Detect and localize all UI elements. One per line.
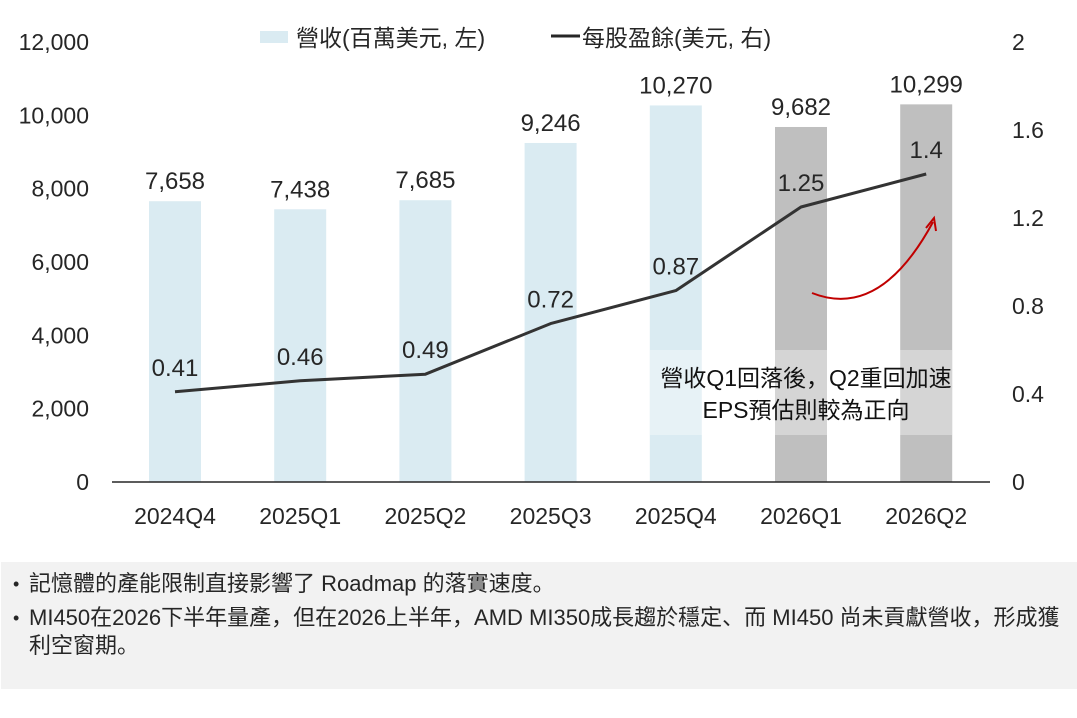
eps-data-label: 0.41: [152, 355, 199, 382]
revenue-bar: [149, 201, 201, 482]
revenue-bar: [524, 142, 577, 483]
x-axis-category-label: 2026Q1: [760, 503, 842, 529]
legend-line-label: 每股盈餘(美元, 右): [582, 25, 771, 51]
revenue-data-label: 10,299: [889, 71, 962, 98]
legend-bar-swatch: [260, 31, 288, 43]
annotation-box: 營收Q1回落後，Q2重回加速 EPS預估則較為正向: [650, 350, 952, 435]
revenue-data-label: 9,682: [771, 94, 831, 121]
right-tick-label: 0.8: [1012, 293, 1044, 319]
revenue-bar: [399, 200, 452, 482]
eps-data-label: 0.87: [652, 254, 699, 281]
note-text: 記憶體的產能限制直接影響了 Roadmap 的落實速度。: [29, 571, 555, 596]
right-tick-label: 0.4: [1012, 381, 1044, 407]
revenue-bar: [900, 104, 953, 483]
eps-data-label: 0.49: [402, 337, 449, 364]
annotation-line-2: EPS預估則較為正向: [702, 397, 909, 423]
x-axis-category-label: 2025Q2: [384, 503, 466, 529]
x-axis-category-label: 2025Q4: [635, 503, 717, 529]
annotation-line-1: 營收Q1回落後，Q2重回加速: [660, 365, 951, 391]
revenue-data-label: 7,685: [395, 167, 455, 194]
note-item: • MI450在2026下半年量產，但在2026上半年，AMD MI350成長趨…: [13, 604, 1077, 660]
left-tick-label: 0: [76, 469, 89, 495]
red-curved-arrow-icon: [811, 215, 937, 300]
eps-data-label: 0.72: [527, 287, 574, 314]
right-axis: 0 0.4 0.8 1.2 1.6 2: [1012, 29, 1044, 495]
right-tick-label: 1.6: [1012, 117, 1044, 143]
arrow-curve: [811, 221, 934, 300]
left-tick-label: 10,000: [19, 102, 89, 128]
x-axis-labels: 2024Q4 2025Q1 2025Q2 2025Q3 2025Q4 2026Q1 2026…: [134, 503, 967, 529]
left-tick-label: 8,000: [31, 176, 89, 202]
x-axis-category-label: 2025Q3: [510, 503, 592, 529]
eps-line-path: [174, 172, 927, 394]
eps-data-label: 0.46: [277, 344, 324, 371]
revenue-data-label: 7,658: [145, 168, 205, 195]
eps-data-labels: 0.41 0.46 0.49 0.72 0.87 1.25 1.4: [152, 137, 943, 382]
revenue-data-labels: 7,658 7,438 7,685 9,246 10,270 9,682 10,299: [145, 71, 963, 203]
revenue-bar: [775, 126, 827, 482]
revenue-data-label: 9,246: [521, 110, 581, 137]
eps-data-label: 1.25: [778, 170, 825, 197]
right-tick-label: 0: [1012, 469, 1025, 495]
notes-panel: • 記憶體的產能限制直接影響了 Roadmap 的落實速度。 • MI450在2…: [1, 562, 1077, 689]
left-tick-label: 2,000: [31, 396, 89, 422]
bullet-icon: •: [13, 574, 20, 594]
x-axis-category-label: 2026Q2: [885, 503, 967, 529]
revenue-bar: [274, 209, 327, 483]
bullet-icon: •: [13, 608, 20, 628]
annotation-background: [650, 350, 952, 435]
left-tick-label: 4,000: [31, 322, 89, 348]
eps-line: [174, 172, 927, 394]
legend-bar-label: 營收(百萬美元, 左): [296, 25, 485, 51]
left-tick-label: 12,000: [19, 29, 89, 55]
x-axis-category-label: 2024Q4: [134, 503, 216, 529]
revenue-data-label: 7,438: [270, 176, 330, 203]
left-axis: 0 2,000 4,000 6,000 8,000 10,000 12,000: [19, 29, 89, 495]
revenue-eps-chart: 營收(百萬美元, 左) 每股盈餘(美元, 右) 0 2,000 4,000 6,000…: [19, 25, 1045, 529]
right-tick-label: 2: [1012, 29, 1025, 55]
legend: 營收(百萬美元, 左) 每股盈餘(美元, 右): [260, 25, 771, 51]
note-text: MI450在2026下半年量產，但在2026上半年，AMD MI350成長趨於穩…: [29, 605, 1060, 658]
left-tick-label: 6,000: [31, 249, 89, 275]
eps-data-label: 1.4: [910, 137, 943, 164]
arrow-head: [925, 215, 937, 232]
note-item: • 記憶體的產能限制直接影響了 Roadmap 的落實速度。: [13, 570, 1077, 598]
right-tick-label: 1.2: [1012, 205, 1044, 231]
revenue-data-label: 10,270: [639, 72, 712, 99]
x-axis-category-label: 2025Q1: [259, 503, 341, 529]
